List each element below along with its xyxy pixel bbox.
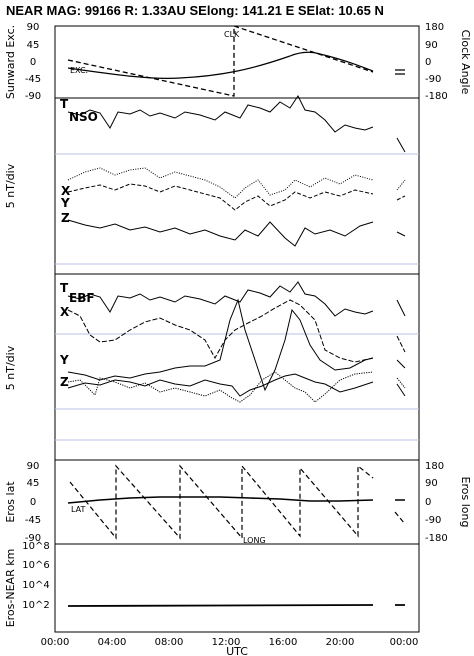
header-title: NEAR MAG: 99166 R: 1.33AU SElong: 141.21… bbox=[6, 3, 384, 18]
tick-label: 10^8 bbox=[22, 541, 49, 552]
panel-2-ylabel: 5 nT/div bbox=[4, 163, 17, 208]
tick-label: 12:00 bbox=[212, 637, 241, 648]
panel-4-yaxis: 90 45 0 -45 -90 bbox=[25, 461, 41, 544]
annotation-clk: CLK bbox=[224, 30, 240, 39]
annotation-long: LONG bbox=[243, 536, 266, 545]
series-ebf-t bbox=[67, 281, 406, 317]
tick-label: -180 bbox=[425, 91, 448, 102]
tick-label: 90 bbox=[27, 22, 40, 33]
xaxis-label: UTC bbox=[226, 645, 248, 656]
series-clk bbox=[67, 25, 374, 97]
tick-label: -90 bbox=[425, 74, 441, 85]
tick-label: 90 bbox=[425, 478, 438, 489]
panel-3-ylabel: 5 nT/div bbox=[4, 345, 17, 390]
tick-label: 00:00 bbox=[390, 637, 419, 648]
panel-2-label-X: X bbox=[61, 184, 71, 198]
series-ebf-y bbox=[67, 298, 406, 392]
panel-2-frame bbox=[54, 97, 420, 275]
tick-label: -90 bbox=[25, 91, 41, 102]
panel-5-frame bbox=[54, 543, 420, 633]
annotation-lat: LAT bbox=[71, 505, 85, 514]
series-ebf-z bbox=[67, 371, 406, 403]
panel-4-ylabel: Eros lat bbox=[4, 481, 17, 523]
series-ebf-x bbox=[67, 299, 406, 363]
tick-label: 10^2 bbox=[22, 600, 49, 611]
tick-label: -45 bbox=[25, 515, 41, 526]
panel-4-frame bbox=[54, 459, 420, 545]
series-nso-x bbox=[67, 167, 406, 199]
tick-label: 0 bbox=[425, 497, 431, 508]
panel-3-label-Y: Y bbox=[59, 353, 69, 367]
tick-label: 10^4 bbox=[22, 580, 49, 591]
tick-label: 90 bbox=[27, 461, 40, 472]
tick-label: 180 bbox=[425, 22, 444, 33]
annotation-exc: EXC. bbox=[70, 66, 88, 75]
tick-label: -90 bbox=[25, 533, 41, 544]
panel-1-ylabel-right: Clock Angle bbox=[459, 30, 472, 95]
panel-1-yaxis-right: 180 90 0 -90 -180 bbox=[425, 22, 448, 102]
xaxis: 00:00 04:00 08:00 12:00 16:00 20:00 00:0… bbox=[41, 637, 419, 648]
tick-label: -45 bbox=[25, 74, 41, 85]
tick-label: 0 bbox=[30, 497, 36, 508]
panel-2-label-T: T bbox=[60, 97, 69, 111]
tick-label: -90 bbox=[425, 515, 441, 526]
tick-label: 0 bbox=[30, 57, 36, 68]
panel-2-label: NSO bbox=[69, 110, 98, 124]
series-nso-z bbox=[67, 219, 406, 247]
tick-label: 08:00 bbox=[155, 637, 184, 648]
tick-label: 90 bbox=[425, 40, 438, 51]
tick-label: 00:00 bbox=[41, 637, 70, 648]
panel-4-ylabel-right: Eros long bbox=[459, 477, 472, 528]
series-ebf-extra bbox=[67, 373, 406, 397]
tick-label: 20:00 bbox=[326, 637, 355, 648]
series-long bbox=[69, 464, 406, 540]
series-distance bbox=[67, 604, 405, 607]
tick-label: 45 bbox=[27, 40, 40, 51]
tick-label: 10^6 bbox=[22, 560, 49, 571]
panel-3-label-T: T bbox=[60, 281, 69, 295]
tick-label: 16:00 bbox=[269, 637, 298, 648]
panel-5-yaxis: 10^2 10^4 10^6 10^8 bbox=[22, 541, 49, 611]
tick-label: 45 bbox=[27, 478, 40, 489]
panel-4-yaxis-right: 180 90 0 -90 -180 bbox=[425, 461, 448, 544]
tick-label: 180 bbox=[425, 461, 444, 472]
series-exc bbox=[67, 51, 374, 79]
series-nso-y bbox=[67, 183, 406, 211]
panel-2-label-Z: Z bbox=[61, 211, 70, 225]
tick-label: -180 bbox=[425, 533, 448, 544]
series-clk-tail bbox=[395, 69, 405, 75]
series-nso-t bbox=[67, 95, 406, 153]
tick-label: 0 bbox=[425, 57, 431, 68]
panel-3-label-Z: Z bbox=[60, 375, 69, 389]
panel-5-ylabel: Eros-NEAR km bbox=[4, 549, 17, 628]
panel-2-label-Y: Y bbox=[60, 196, 70, 210]
panel-3-label-X: X bbox=[60, 305, 70, 319]
panel-1-yaxis: 90 45 0 -45 -90 bbox=[25, 22, 41, 102]
panel-1-ylabel: Sunward Exc. bbox=[4, 25, 17, 99]
tick-label: 04:00 bbox=[98, 637, 127, 648]
series-lat bbox=[67, 496, 405, 504]
